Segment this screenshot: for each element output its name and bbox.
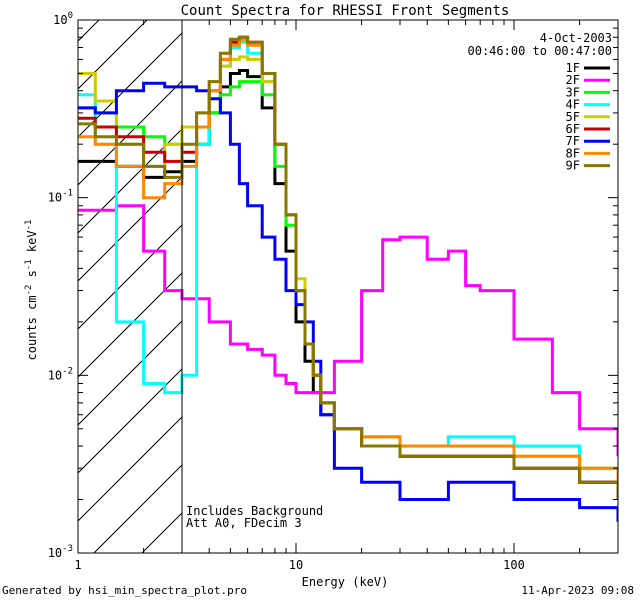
series-line-9F: [78, 35, 618, 500]
attenuator-note: Att A0, FDecim 3: [186, 516, 302, 530]
attenuator-hatch-region: [78, 20, 618, 553]
generated-by-footer: Generated by hsi_min_spectra_plot.pro: [2, 584, 248, 597]
x-tick-label: 10: [289, 558, 303, 572]
hatch-line: [78, 20, 196, 138]
legend-label-7F: 7F: [566, 134, 580, 148]
legend-label-1F: 1F: [566, 61, 580, 75]
chart-title: Count Spectra for RHESSI Front Segments: [181, 3, 510, 19]
y-axis-label: counts cm-2 s-1 keV-1: [24, 220, 39, 361]
axis-ticks: [77, 19, 619, 554]
hatch-mask: [182, 20, 618, 553]
y-tick-label: 10-2: [48, 366, 73, 382]
timestamp-footer: 11-Apr-2023 09:08: [521, 584, 634, 597]
x-tick-label: 100: [503, 558, 525, 572]
x-tick-label-1: 1: [74, 558, 81, 572]
x-tick-labels: 10 100: [289, 558, 525, 572]
legend-label-3F: 3F: [566, 85, 580, 99]
series-line-7F: [78, 81, 618, 522]
legend-label-5F: 5F: [566, 110, 580, 124]
hatch-line: [78, 20, 148, 90]
legend-label-2F: 2F: [566, 73, 580, 87]
legend-label-8F: 8F: [566, 146, 580, 160]
y-tick-label: 100: [53, 11, 73, 27]
x-axis-label: Energy (keV): [302, 575, 389, 589]
plot-frame: [77, 19, 619, 554]
hatch-line: [78, 20, 244, 186]
background-note: Includes Background: [186, 504, 323, 518]
date-label: 4-Oct-2003: [540, 31, 612, 45]
y-tick-label: 10-1: [48, 189, 73, 205]
legend-label-4F: 4F: [566, 98, 580, 112]
time-range-label: 00:46:00 to 00:47:00: [468, 44, 613, 58]
y-tick-labels: 100 10-1 10-2 10-3: [48, 11, 73, 560]
y-tick-label: 10-3: [48, 544, 73, 560]
legend-label-9F: 9F: [566, 159, 580, 173]
legend-label-6F: 6F: [566, 122, 580, 136]
